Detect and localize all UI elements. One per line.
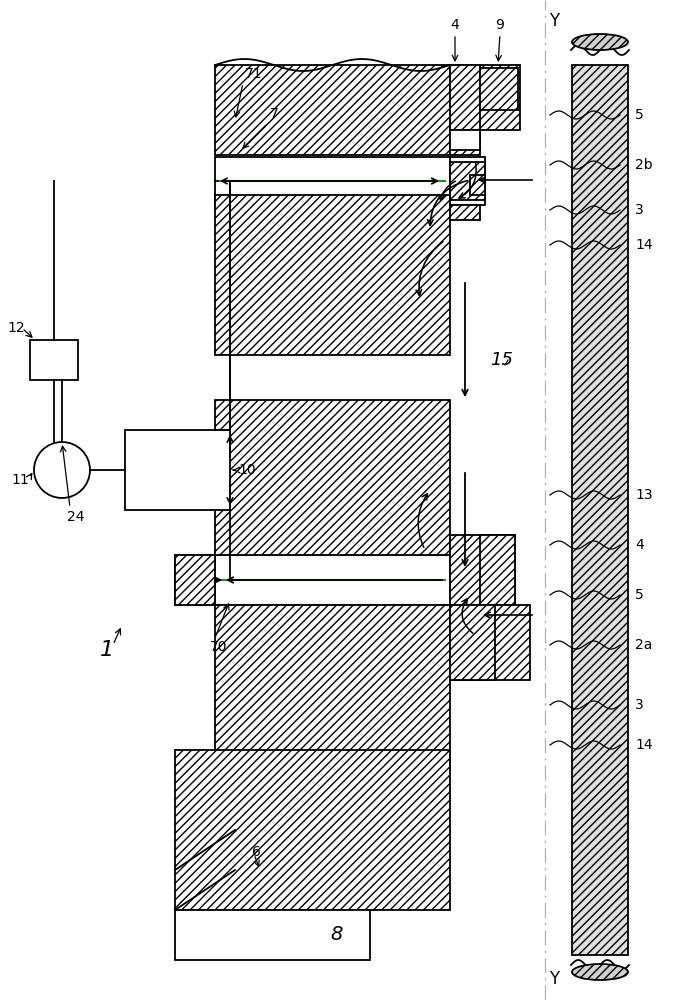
Text: 2a: 2a [635, 638, 653, 652]
Bar [215, 195, 450, 355]
Bar [572, 65, 628, 955]
Bar [175, 555, 215, 605]
Text: 10: 10 [238, 463, 256, 477]
Bar [450, 605, 530, 680]
Text: 14: 14 [635, 238, 653, 252]
Text: 6: 6 [252, 845, 261, 859]
Text: 1: 1 [100, 640, 114, 660]
Text: 2b: 2b [635, 158, 653, 172]
Bar [480, 68, 518, 110]
Text: 7: 7 [270, 107, 279, 121]
Text: 4: 4 [635, 538, 644, 552]
Text: 24: 24 [67, 510, 85, 524]
Text: Y: Y [549, 970, 559, 988]
Text: 71: 71 [245, 67, 263, 81]
Text: 13: 13 [635, 488, 653, 502]
Text: 3: 3 [635, 698, 644, 712]
Bar [450, 205, 480, 220]
Bar [175, 910, 370, 960]
Bar [215, 157, 450, 205]
Bar [215, 65, 450, 155]
Bar [450, 65, 480, 155]
Bar [450, 130, 480, 150]
Bar [450, 157, 485, 205]
Text: 5: 5 [635, 108, 644, 122]
Bar [215, 555, 450, 605]
Text: Y: Y [549, 12, 559, 30]
Bar [470, 175, 485, 195]
Bar [450, 535, 515, 605]
Text: 4: 4 [451, 18, 460, 32]
Text: 11: 11 [11, 473, 29, 487]
Text: 8: 8 [330, 926, 342, 944]
Ellipse shape [572, 964, 628, 980]
Text: 70: 70 [210, 640, 228, 654]
Bar [450, 65, 480, 130]
Bar [450, 605, 495, 680]
Text: 15: 15 [490, 351, 513, 369]
Bar [175, 555, 215, 605]
Bar [215, 605, 450, 770]
Text: 14: 14 [635, 738, 653, 752]
Bar [480, 535, 515, 605]
Bar [175, 750, 450, 910]
Bar [125, 430, 230, 510]
Text: 5: 5 [635, 588, 644, 602]
Bar [30, 340, 78, 380]
Bar [450, 65, 520, 130]
Text: 9: 9 [496, 18, 505, 32]
Ellipse shape [572, 34, 628, 50]
Text: 3: 3 [635, 203, 644, 217]
Text: 12: 12 [8, 321, 25, 335]
Bar [450, 162, 485, 200]
Bar [215, 400, 450, 555]
